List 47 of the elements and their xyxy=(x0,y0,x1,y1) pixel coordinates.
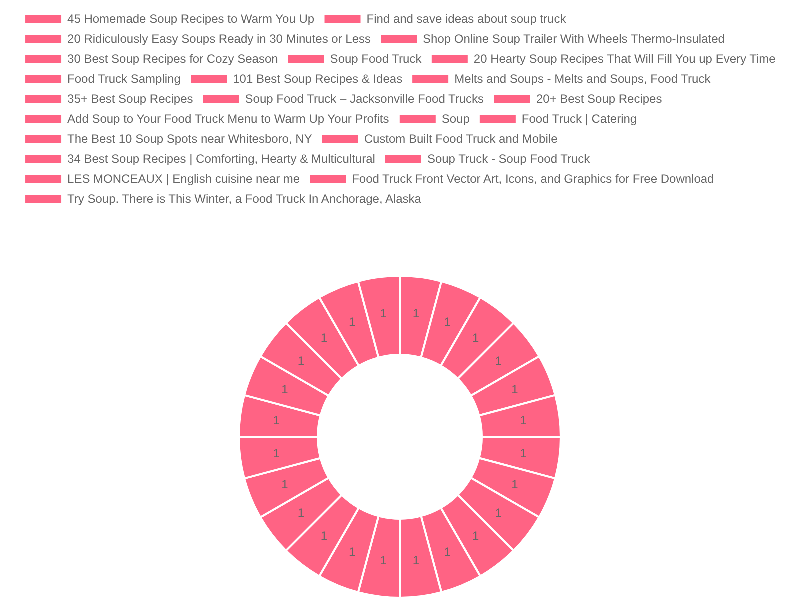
data-label: 1 xyxy=(444,314,452,329)
data-label: 1 xyxy=(472,528,480,543)
data-label: 1 xyxy=(320,528,328,543)
legend-label: Try Soup. There is This Winter, a Food Truck In Anchorage, Alaska xyxy=(68,192,422,206)
legend-label: Soup Truck - Soup Food Truck xyxy=(427,152,592,166)
legend-label: Food Truck | Catering xyxy=(522,112,638,126)
data-label: 1 xyxy=(349,545,356,560)
legend-label: Soup xyxy=(442,112,470,126)
legend-label: Melts and Soups - Melts and Soups, Food Truck xyxy=(454,72,712,86)
data-label: 1 xyxy=(273,446,280,460)
data-label: 1 xyxy=(320,331,328,346)
data-label: 1 xyxy=(273,414,280,428)
legend-label: Food Truck Sampling xyxy=(68,72,181,86)
legend-label: Add Soup to Your Food Truck Menu to Warm Up Your Profits xyxy=(68,112,390,126)
data-label: 1 xyxy=(444,545,452,560)
data-label: 1 xyxy=(495,506,502,520)
data-label: 1 xyxy=(380,306,388,321)
legend-label: Custom Built Food Truck and Mobile xyxy=(364,132,558,146)
legend-label: The Best 10 Soup Spots near Whitesboro, NY xyxy=(68,132,312,146)
legend-label: Food Truck Front Vector Art, Icons, and Graphics for Free Download xyxy=(352,172,714,186)
data-label: 1 xyxy=(298,506,305,520)
data-label: 1 xyxy=(298,354,305,368)
legend-label: LES MONCEAUX | English cuisine near me xyxy=(68,172,300,186)
data-label: 1 xyxy=(512,478,519,492)
legend-label: 45 Homemade Soup Recipes to Warm You Up xyxy=(68,12,315,26)
legend-label: 20+ Best Soup Recipes xyxy=(536,92,662,106)
data-label: 1 xyxy=(412,553,420,568)
data-label: 1 xyxy=(520,446,528,460)
data-label: 1 xyxy=(520,414,528,428)
data-label: 1 xyxy=(282,382,289,396)
data-label: 1 xyxy=(349,314,356,329)
data-label: 1 xyxy=(282,478,289,492)
data-label: 1 xyxy=(412,306,420,321)
legend-label: 20 Ridiculously Easy Soups Ready in 30 Minutes or Less xyxy=(68,32,372,46)
legend-label: Find and save ideas about soup truck xyxy=(366,12,568,26)
legend-label: Shop Online Soup Trailer With Wheels Thermo-Insulated xyxy=(423,32,725,46)
legend-label: 101 Best Soup Recipes & Ideas xyxy=(233,72,403,86)
data-label: 1 xyxy=(472,331,480,346)
data-label: 1 xyxy=(512,382,519,396)
data-label: 1 xyxy=(380,553,388,568)
legend-label: 30 Best Soup Recipes for Cozy Season xyxy=(68,52,278,66)
legend-label: 34 Best Soup Recipes | Comforting, Hearty & Multicultural xyxy=(68,152,376,166)
legend-label: 20 Hearty Soup Recipes That Will Fill You up Every Time xyxy=(474,52,776,66)
legend-label: 35+ Best Soup Recipes xyxy=(68,92,194,106)
data-label: 1 xyxy=(495,354,502,368)
legend-label: Soup Food Truck xyxy=(330,52,423,66)
legend-label: Soup Food Truck – Jacksonville Food Trucks xyxy=(245,92,484,106)
